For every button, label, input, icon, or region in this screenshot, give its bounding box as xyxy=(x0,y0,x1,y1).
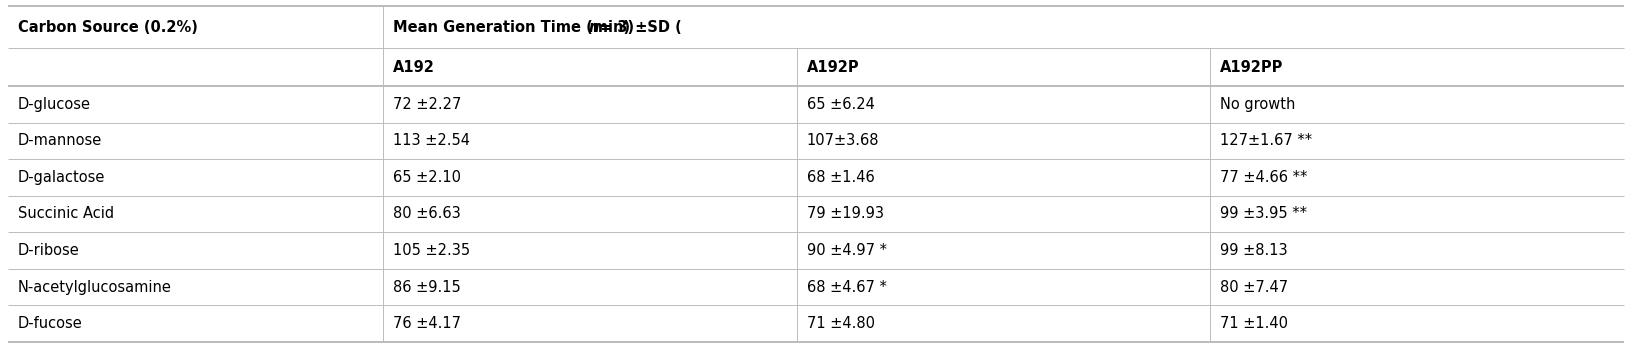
Text: D-fucose: D-fucose xyxy=(18,316,83,331)
Text: 68 ±1.46: 68 ±1.46 xyxy=(806,170,875,185)
Text: 68 ±4.67 *: 68 ±4.67 * xyxy=(806,280,886,295)
Text: 99 ±3.95 **: 99 ±3.95 ** xyxy=(1221,206,1307,221)
Text: 99 ±8.13: 99 ±8.13 xyxy=(1221,243,1288,258)
Text: 77 ±4.66 **: 77 ±4.66 ** xyxy=(1221,170,1307,185)
Text: D-galactose: D-galactose xyxy=(18,170,106,185)
Text: 72 ±2.27: 72 ±2.27 xyxy=(393,97,462,112)
Text: Succinic Acid: Succinic Acid xyxy=(18,206,114,221)
Text: A192: A192 xyxy=(393,60,434,74)
Text: 113 ±2.54: 113 ±2.54 xyxy=(393,133,470,148)
Text: = 3): = 3) xyxy=(596,19,635,34)
Text: n: n xyxy=(588,19,599,34)
Text: 80 ±7.47: 80 ±7.47 xyxy=(1221,280,1288,295)
Text: 76 ±4.17: 76 ±4.17 xyxy=(393,316,460,331)
Text: 71 ±1.40: 71 ±1.40 xyxy=(1221,316,1288,331)
Text: N-acetylglucosamine: N-acetylglucosamine xyxy=(18,280,171,295)
Text: 86 ±9.15: 86 ±9.15 xyxy=(393,280,460,295)
Text: 105 ±2.35: 105 ±2.35 xyxy=(393,243,470,258)
Text: Carbon Source (0.2%): Carbon Source (0.2%) xyxy=(18,19,197,34)
Text: A192PP: A192PP xyxy=(1221,60,1284,74)
Text: 71 ±4.80: 71 ±4.80 xyxy=(806,316,875,331)
Text: 127±1.67 **: 127±1.67 ** xyxy=(1221,133,1312,148)
Text: 107±3.68: 107±3.68 xyxy=(806,133,880,148)
Text: D-glucose: D-glucose xyxy=(18,97,91,112)
Text: 79 ±19.93: 79 ±19.93 xyxy=(806,206,883,221)
Text: A192P: A192P xyxy=(806,60,860,74)
Text: D-mannose: D-mannose xyxy=(18,133,103,148)
Text: 80 ±6.63: 80 ±6.63 xyxy=(393,206,460,221)
Text: 65 ±2.10: 65 ±2.10 xyxy=(393,170,460,185)
Text: Mean Generation Time (min) ±SD (: Mean Generation Time (min) ±SD ( xyxy=(393,19,682,34)
Text: 90 ±4.97 *: 90 ±4.97 * xyxy=(806,243,886,258)
Text: No growth: No growth xyxy=(1221,97,1296,112)
Text: 65 ±6.24: 65 ±6.24 xyxy=(806,97,875,112)
Text: D-ribose: D-ribose xyxy=(18,243,80,258)
